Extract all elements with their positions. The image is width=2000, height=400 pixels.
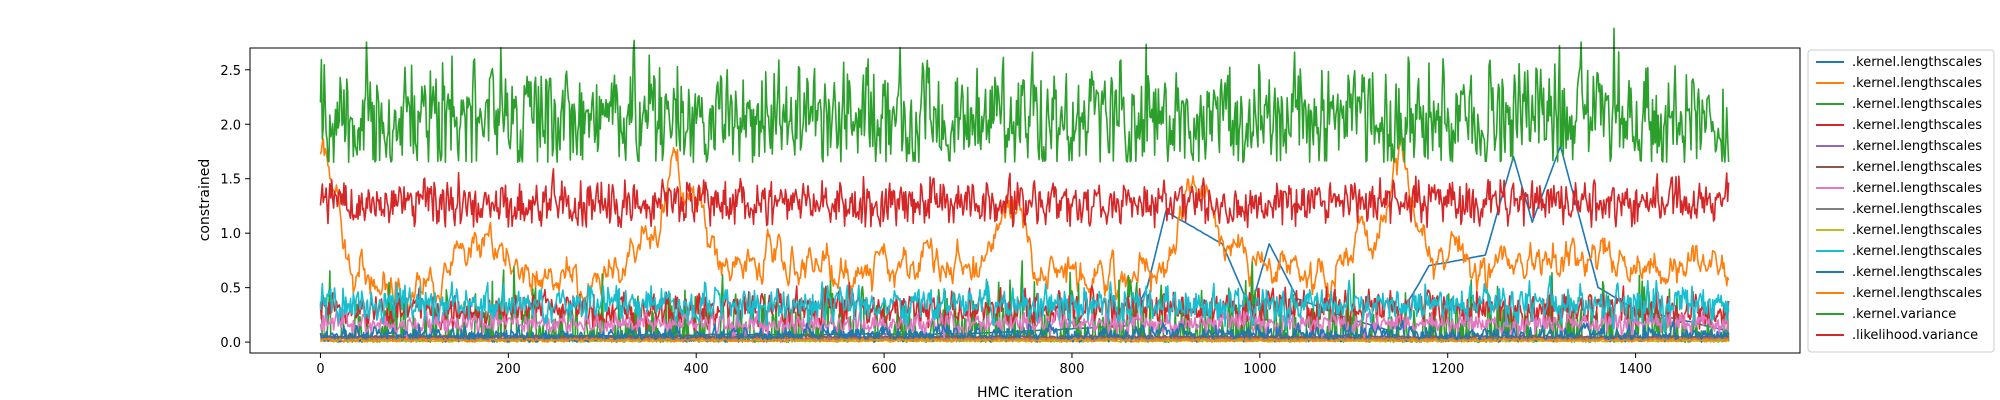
y-tick-label: 2.5 — [220, 64, 241, 79]
y-tick-label: 2.0 — [220, 118, 241, 133]
x-tick-label: 800 — [1060, 362, 1085, 377]
x-tick-label: 1200 — [1431, 362, 1464, 377]
legend-label: .kernel.lengthscales — [1852, 55, 1982, 70]
x-axis: 0 200 400 600 800 1000 1200 1400 — [316, 353, 1652, 377]
legend-label: .kernel.variance — [1852, 307, 1956, 322]
series-line — [319, 167, 1730, 229]
legend-label: .kernel.lengthscales — [1852, 97, 1982, 112]
y-tick-label: 0.0 — [220, 336, 241, 351]
x-tick-label: 400 — [684, 362, 709, 377]
x-axis-label: HMC iteration — [977, 385, 1073, 400]
legend-label: .likelihood.variance — [1852, 328, 1978, 343]
legend-label: .kernel.lengthscales — [1852, 223, 1982, 238]
series-line — [319, 27, 1730, 164]
legend-label: .kernel.lengthscales — [1852, 265, 1982, 280]
x-tick-label: 1000 — [1243, 362, 1276, 377]
series-lines — [319, 27, 1730, 343]
series-line — [320, 336, 1729, 343]
legend-label: .kernel.lengthscales — [1852, 118, 1982, 133]
legend-box — [1807, 49, 1995, 353]
legend-label: .kernel.lengthscales — [1852, 139, 1982, 154]
legend-label: .kernel.lengthscales — [1852, 76, 1982, 91]
legend-label: .kernel.lengthscales — [1852, 244, 1982, 259]
legend-label: .kernel.lengthscales — [1852, 160, 1982, 175]
x-tick-label: 600 — [872, 362, 897, 377]
series-line — [319, 319, 1730, 343]
series-line — [319, 275, 1730, 333]
y-axis-label: constrained — [197, 159, 213, 242]
series-line — [320, 333, 1730, 340]
y-axis: 0.0 0.5 1.0 1.5 2.0 2.5 — [220, 64, 250, 351]
legend-label: .kernel.lengthscales — [1852, 202, 1982, 217]
y-tick-label: 1.0 — [220, 227, 241, 242]
y-tick-label: 1.5 — [220, 173, 241, 188]
x-tick-label: 0 — [316, 362, 324, 377]
legend-label: .kernel.lengthscales — [1852, 286, 1982, 301]
legend-label: .kernel.lengthscales — [1852, 181, 1982, 196]
plot-frame — [249, 47, 1801, 354]
x-tick-label: 200 — [496, 362, 521, 377]
series-line — [319, 308, 1730, 342]
x-tick-label: 1400 — [1619, 362, 1652, 377]
y-tick-label: 0.5 — [220, 282, 241, 297]
legend: .kernel.lengthscales .kernel.lengthscales… — [1807, 49, 1995, 353]
